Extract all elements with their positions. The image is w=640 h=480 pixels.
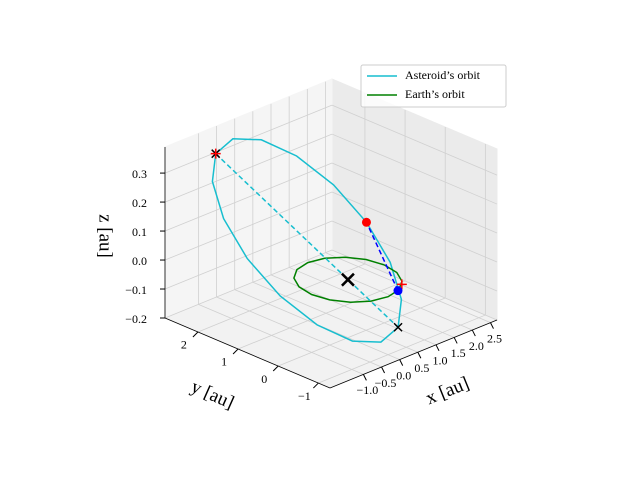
point-marker <box>210 148 221 159</box>
x-tick <box>417 352 422 359</box>
x-tick-label: 2.5 <box>487 331 502 345</box>
x-tick-label: 0.5 <box>414 361 429 375</box>
grid-line <box>216 296 382 368</box>
grid-line <box>164 191 333 261</box>
x-tick-label: −1.0 <box>357 383 379 397</box>
grid-line <box>318 314 486 384</box>
grid-line <box>331 220 498 292</box>
y-axis-label: y [au] <box>188 376 238 413</box>
y-tick <box>192 331 199 338</box>
grid-line <box>331 162 498 234</box>
x-tick <box>381 366 385 374</box>
grid-line <box>164 249 333 319</box>
ticks: −1.0−0.50.00.51.01.52.02.5−1012−0.2−0.10… <box>125 147 502 403</box>
grid-line <box>325 252 491 324</box>
grid-line <box>331 249 498 321</box>
point-marker <box>341 272 355 287</box>
dashed-line <box>365 221 399 292</box>
z-tick-label: 0.0 <box>132 254 147 268</box>
y-tick-label: 0 <box>261 372 267 386</box>
x-tick <box>471 329 476 337</box>
z-axis-label: z [au] <box>95 214 116 258</box>
y-axis-line <box>164 317 331 389</box>
z-tick-label: 0.2 <box>132 196 147 210</box>
x-tick <box>490 322 494 329</box>
x-tick-label: 2.0 <box>469 339 484 353</box>
x-tick-label: 1.0 <box>433 354 448 368</box>
grid-line <box>278 297 446 367</box>
y-tick <box>272 365 279 372</box>
grid-line <box>197 263 366 333</box>
z-tick-label: 0.3 <box>132 167 147 181</box>
legend-box <box>360 64 507 108</box>
x-tick <box>399 359 404 366</box>
point-marker <box>393 286 403 296</box>
grid-line <box>331 104 498 176</box>
y-tick-label: 1 <box>221 355 227 369</box>
z-tick-label: 0.1 <box>132 225 147 239</box>
legend-label: Earth’s orbit <box>405 87 465 101</box>
dashed-line <box>215 153 399 328</box>
point-marker <box>393 322 403 332</box>
grid-line <box>164 220 333 290</box>
grid-line <box>252 281 419 353</box>
y-tick-label: 2 <box>181 338 187 352</box>
x-axis-label: x [au] <box>423 373 472 409</box>
grid-line <box>164 133 333 203</box>
y-tick-label: −1 <box>298 389 311 403</box>
y-tick <box>232 348 239 355</box>
point-marker <box>396 279 407 290</box>
x-axis-line <box>329 319 498 389</box>
x-tick <box>435 344 440 352</box>
x-tick-label: 1.5 <box>451 346 466 360</box>
grid-line <box>164 162 333 232</box>
grid-line <box>237 280 406 350</box>
z-tick-label: −0.2 <box>125 312 147 326</box>
x-tick-label: −0.5 <box>375 376 397 390</box>
x-tick <box>362 374 367 381</box>
x-tick-label: 0.0 <box>396 368 411 382</box>
grid-line <box>331 191 498 263</box>
legend: Asteroid’s orbit Earth’s orbit <box>360 64 507 108</box>
z-tick-label: −0.1 <box>125 283 147 297</box>
legend-label: Asteroid’s orbit <box>405 68 481 82</box>
grid-line <box>331 133 498 205</box>
point-marker <box>361 217 371 227</box>
x-tick <box>453 337 458 344</box>
y-tick <box>313 382 319 389</box>
grid-line <box>289 267 455 338</box>
grid-line <box>198 304 364 375</box>
panes <box>163 78 499 389</box>
plot <box>210 138 407 343</box>
